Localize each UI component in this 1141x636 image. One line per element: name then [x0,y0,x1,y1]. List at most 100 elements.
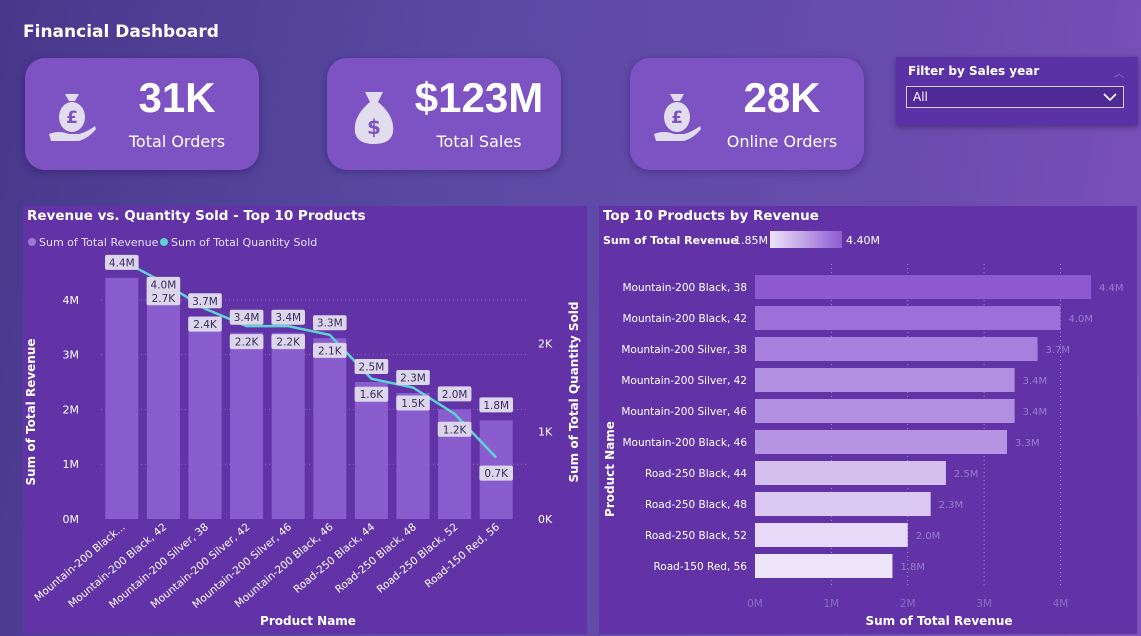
revenue-bar[interactable] [271,332,305,519]
quantity-data-label: 2.2K [271,334,305,350]
y-tick-label: Mountain-200 Black, 46 [622,437,747,449]
revenue-data-label: 4.4M [105,254,139,270]
legend-max: 4.40M [846,234,880,247]
legend-label-quantity: Sum of Total Quantity Sold [171,236,317,249]
legend-marker-revenue [28,238,36,246]
revenue-bar[interactable] [755,523,908,547]
revenue-data-label: 3.4M [229,309,264,325]
revenue-bar[interactable] [755,399,1015,423]
svg-text:3.3M: 3.3M [317,318,343,330]
kpi-card-total-orders[interactable]: £ 31K Total Orders [25,58,259,170]
y2-tick-label: 1K [538,425,553,438]
svg-text:£: £ [671,108,683,128]
revenue-bar[interactable] [755,306,1061,330]
revenue-bar[interactable] [313,338,347,519]
kpi-value: 28K [743,74,821,121]
kpi-card-online-orders[interactable]: £ 28K Online Orders [630,58,864,170]
svg-text:1.2K: 1.2K [443,424,468,436]
kpi-label: Online Orders [726,132,838,151]
bar-data-label: 3.4M [1023,407,1048,418]
revenue-data-label: 2.0M [437,386,472,402]
revenue-bar[interactable] [230,332,264,519]
svg-text:2.3M: 2.3M [400,372,426,384]
y-tick-label: Mountain-200 Silver, 42 [621,375,747,387]
quantity-data-label: 2.4K [188,316,222,332]
x-tick-label: 2M [900,598,916,610]
kpi-label: Total Orders [128,132,226,151]
revenue-bar[interactable] [105,277,139,519]
top-products-chart-panel: Top 10 Products by Revenue Sum of Total … [599,206,1137,634]
pound-bag-hand-icon: £ [49,94,96,141]
legend-marker-quantity [160,238,168,246]
legend-min: 1.85M [734,234,768,247]
y2-tick-label: 0K [538,513,553,526]
revenue-bar[interactable] [755,554,893,578]
svg-text:2.2K: 2.2K [276,337,301,349]
y-tick-label: Mountain-200 Black, 42 [622,313,747,325]
revenue-bar[interactable] [188,316,222,519]
y-tick-label: Road-150 Red, 56 [653,561,747,573]
revenue-bar[interactable] [755,337,1038,361]
chart-legend: Sum of Total Revenue Sum of Total Quanti… [28,236,317,249]
quantity-data-label: 2.7K [146,290,181,306]
svg-text:2.4K: 2.4K [193,319,218,331]
revenue-bar[interactable] [354,382,388,519]
x-tick-label: 1M [823,598,839,610]
chart-title: Top 10 Products by Revenue [603,208,819,224]
kpi-card-total-sales[interactable]: $ $123M Total Sales [327,58,561,170]
bar-data-label: 2.5M [954,469,979,480]
bar-data-label: 2.0M [916,531,941,542]
quantity-data-label: 1.5K [396,395,430,411]
x-tick-label: 3M [976,598,992,610]
quantity-data-label: 2.2K [229,334,264,350]
svg-text:1.8M: 1.8M [483,400,509,412]
svg-text:1.5K: 1.5K [401,398,426,410]
bar-data-label: 3.3M [1015,438,1040,449]
svg-text:2.2K: 2.2K [235,337,260,349]
svg-text:2.5M: 2.5M [359,362,385,374]
y-tick-label: 0M [63,513,80,526]
kpi-value: 31K [138,74,216,121]
y-tick-label: 1M [63,458,80,471]
x-axis-title: Product Name [260,614,356,628]
y-tick-label: Mountain-200 Silver, 38 [621,344,747,356]
quantity-line[interactable] [121,259,498,459]
svg-text:1.6K: 1.6K [360,389,385,401]
revenue-bar[interactable] [755,492,931,516]
revenue-bar[interactable] [755,368,1015,392]
year-filter-slicer: Filter by Sales year ︿ All [896,57,1138,125]
revenue-data-label: 3.7M [188,293,222,309]
svg-text:3.4M: 3.4M [234,312,260,324]
quantity-data-label: 1.6K [354,386,389,402]
svg-text:2.0M: 2.0M [442,389,468,401]
revenue-bar[interactable] [755,275,1091,299]
y2-axis-title: Sum of Total Quantity Sold [567,301,581,482]
svg-text:2.1K: 2.1K [318,345,343,357]
revenue-data-label: 2.3M [396,369,430,385]
revenue-bar[interactable] [396,392,430,519]
svg-text:$: $ [367,115,381,139]
revenue-data-label: 4.0M [146,276,181,292]
bar-data-label: 4.0M [1068,314,1093,325]
svg-text:4.4M: 4.4M [109,257,135,269]
chart-title: Revenue vs. Quantity Sold - Top 10 Produ… [27,208,366,224]
svg-text:2.7K: 2.7K [152,293,177,305]
revenue-data-label: 3.4M [271,309,305,325]
revenue-bar[interactable] [755,430,1007,454]
x-tick-label: 4M [1053,598,1069,610]
x-tick-label: Road-250 Black, 52 [375,521,461,596]
revenue-bar[interactable] [755,461,946,485]
svg-text:3.7M: 3.7M [192,296,218,308]
y-axis-title: Sum of Total Revenue [24,338,38,485]
bar-data-label: 4.4M [1099,283,1124,294]
bar-data-label: 3.7M [1046,345,1071,356]
x-axis-title: Sum of Total Revenue [865,614,1012,628]
gradient-legend: Sum of Total Revenue 1.85M 4.40M [603,231,880,248]
revenue-bar[interactable] [146,299,180,519]
y-tick-label: 3M [63,349,80,362]
chevron-up-icon[interactable]: ︿ [1114,69,1124,80]
y-tick-label: Road-250 Black, 44 [645,468,747,480]
year-dropdown[interactable]: All [906,86,1124,108]
revenue-data-label: 3.3M [313,315,347,331]
svg-text:0.7K: 0.7K [484,468,509,480]
